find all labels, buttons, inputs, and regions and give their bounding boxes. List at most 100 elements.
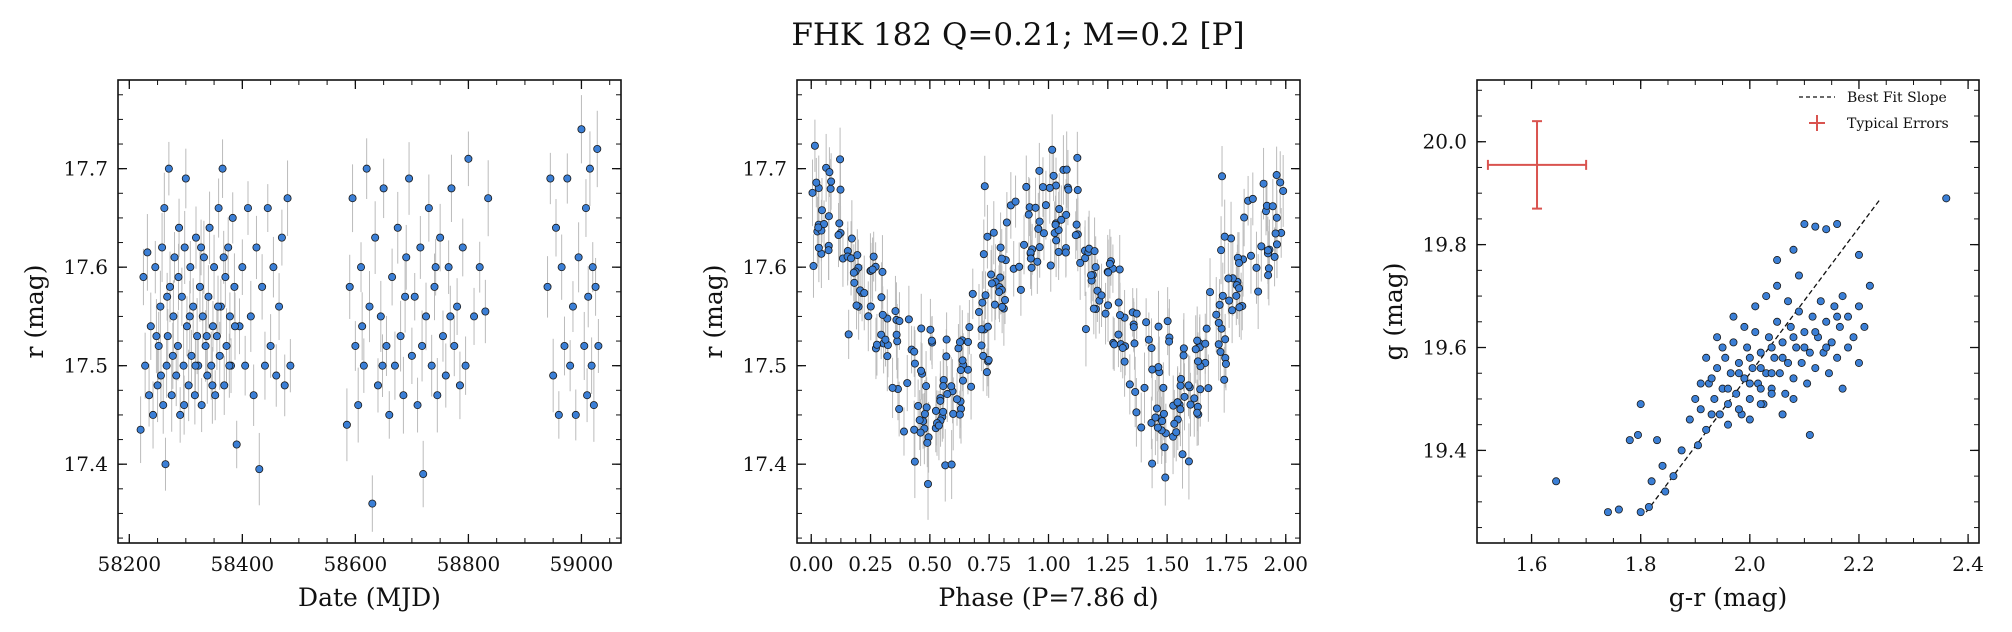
data-point	[953, 395, 962, 404]
data-point	[1805, 430, 1814, 439]
data-point	[817, 206, 826, 215]
data-point	[895, 405, 904, 414]
data-point	[342, 420, 351, 429]
data-point	[275, 302, 284, 311]
data-point	[1193, 408, 1202, 417]
data-point	[1724, 420, 1733, 429]
data-point	[853, 251, 862, 260]
data-point	[195, 282, 204, 291]
plot-area	[136, 95, 603, 532]
data-point	[1073, 153, 1082, 162]
data-point	[1748, 364, 1757, 373]
data-point	[1756, 384, 1765, 393]
data-point	[1114, 330, 1123, 339]
data-point	[1125, 380, 1134, 389]
y-tick-label: 19.8	[1422, 233, 1467, 257]
data-point	[1176, 405, 1185, 414]
data-point	[947, 382, 956, 391]
data-point	[176, 410, 185, 419]
data-point	[593, 144, 602, 153]
data-point	[958, 376, 967, 385]
data-point	[208, 322, 217, 331]
data-point	[1132, 408, 1141, 417]
data-point	[924, 479, 933, 488]
data-point	[978, 298, 987, 307]
data-point	[481, 307, 490, 316]
data-point	[1833, 353, 1842, 362]
data-point	[1718, 343, 1727, 352]
data-point	[1751, 328, 1760, 337]
data-point	[965, 323, 974, 332]
data-point	[461, 361, 470, 370]
data-point	[826, 184, 835, 193]
data-point	[1062, 165, 1071, 174]
data-point	[1105, 259, 1114, 268]
data-point	[1745, 394, 1754, 403]
data-point	[373, 381, 382, 390]
plot-area	[808, 114, 1288, 520]
data-point	[204, 292, 213, 301]
data-point	[450, 341, 459, 350]
data-point	[365, 302, 374, 311]
data-point	[243, 204, 252, 213]
data-point	[214, 204, 223, 213]
data-point	[1140, 383, 1149, 392]
data-point	[1685, 415, 1694, 424]
data-point	[917, 324, 926, 333]
data-point	[433, 391, 442, 400]
data-point	[964, 338, 973, 347]
data-point	[1184, 457, 1193, 466]
data-point	[1781, 389, 1790, 398]
data-point	[979, 351, 988, 360]
data-point	[255, 465, 264, 474]
data-point	[1745, 415, 1754, 424]
y-tick-label: 17.7	[742, 157, 787, 181]
data-point	[1035, 217, 1044, 226]
data-point	[1218, 291, 1227, 300]
data-point	[1064, 185, 1073, 194]
x-tick-label: 1.00	[1026, 552, 1071, 576]
data-point	[1193, 336, 1202, 345]
data-point	[1234, 258, 1243, 267]
data-point	[836, 185, 845, 194]
data-point	[939, 382, 948, 391]
data-point	[136, 425, 145, 434]
data-point	[379, 184, 388, 193]
data-point	[955, 410, 964, 419]
data-point	[221, 273, 230, 282]
data-point	[1027, 263, 1036, 272]
data-point	[878, 267, 887, 276]
data-point	[1794, 271, 1803, 280]
data-point	[915, 416, 924, 425]
data-point	[1148, 459, 1157, 468]
data-point	[1179, 351, 1188, 360]
data-point	[881, 335, 890, 344]
axes-frame	[117, 79, 622, 544]
data-point	[396, 332, 405, 341]
data-point	[574, 253, 583, 262]
data-point	[1272, 213, 1281, 222]
data-point	[1220, 232, 1229, 241]
data-point	[180, 243, 189, 252]
data-point	[1104, 301, 1113, 310]
data-point	[1072, 220, 1081, 229]
data-point	[1035, 243, 1044, 252]
data-point	[1822, 317, 1831, 326]
data-point	[1734, 405, 1743, 414]
data-point	[1552, 477, 1561, 486]
data-point	[1702, 353, 1711, 362]
data-point	[431, 263, 440, 272]
data-point	[269, 263, 278, 272]
data-point	[808, 188, 817, 197]
data-point	[568, 302, 577, 311]
data-point	[1178, 450, 1187, 459]
x-axis-label: Date (MJD)	[298, 583, 441, 612]
typical-error-bar	[1486, 120, 1588, 210]
data-point	[1137, 423, 1146, 432]
data-point	[1745, 379, 1754, 388]
x-axis-label: Phase (P=7.86 d)	[938, 583, 1158, 612]
data-point	[814, 243, 823, 252]
data-point	[1713, 364, 1722, 373]
data-point	[1824, 369, 1833, 378]
